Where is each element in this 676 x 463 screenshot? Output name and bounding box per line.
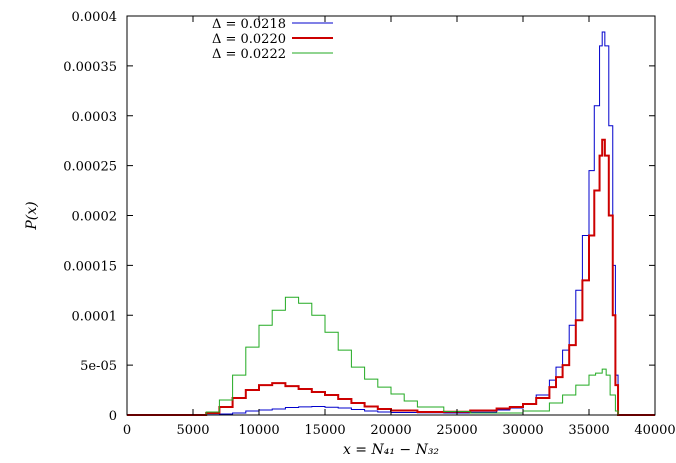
x-tick-label: 15000 bbox=[304, 423, 345, 438]
x-tick-label: 30000 bbox=[502, 423, 543, 438]
y-axis-title: P(x) bbox=[24, 201, 40, 230]
x-tick-label: 25000 bbox=[436, 423, 477, 438]
y-tick-label: 0.0002 bbox=[72, 210, 118, 225]
legend-label-1: Δ = 0.0218 bbox=[212, 17, 286, 32]
y-tick-label: 0.0004 bbox=[72, 10, 118, 25]
series-layer bbox=[127, 31, 655, 416]
x-axis-title: x = N₄₁ − N₃₂ bbox=[343, 442, 439, 458]
legend-label-3: Δ = 0.0222 bbox=[212, 47, 286, 62]
legend-label-2: Δ = 0.0220 bbox=[212, 32, 286, 47]
y-tick-label: 0.00035 bbox=[63, 60, 117, 75]
y-tick-label: 0.0001 bbox=[72, 309, 118, 324]
x-tick-label: 35000 bbox=[568, 423, 609, 438]
x-tick-label: 20000 bbox=[370, 423, 411, 438]
series-line-3 bbox=[127, 296, 655, 416]
y-tick-label: 0.00015 bbox=[63, 259, 117, 274]
y-tick-label: 0.00025 bbox=[63, 160, 117, 175]
y-tick-label: 0 bbox=[109, 409, 117, 424]
series-line-2 bbox=[127, 138, 655, 416]
y-tick-label: 5e-05 bbox=[80, 359, 117, 374]
x-tick-label: 10000 bbox=[238, 423, 279, 438]
x-tick-label: 0 bbox=[123, 423, 131, 438]
y-tick-label: 0.0003 bbox=[72, 110, 118, 125]
tick-layer: 0 5000 10000 15000 20000 25000 30000 35000 40000… bbox=[63, 10, 675, 438]
x-tick-label: 40000 bbox=[634, 423, 675, 438]
x-tick-label: 5000 bbox=[176, 423, 209, 438]
